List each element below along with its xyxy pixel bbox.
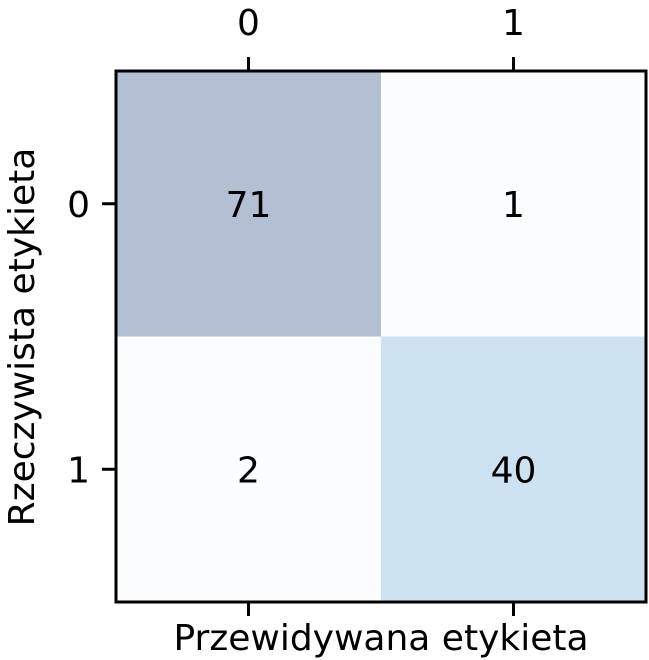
matrix-cell-r1-c1 (381, 336, 646, 602)
x-tick-label-0: 0 (237, 3, 260, 44)
matrix-cell-r0-c1 (381, 71, 646, 337)
cells-layer: 71 1 2 40 (116, 71, 646, 602)
cell-value-label-r1-c1: 40 (491, 450, 537, 491)
x-axis-label: Przewidywana etykieta (173, 618, 588, 659)
y-tick-label-1: 1 (67, 450, 90, 491)
cell-value-label-r1-c0: 2 (237, 450, 260, 491)
y-axis-label: Rzeczywista etykieta (2, 148, 43, 527)
matrix-cell-r1-c0 (116, 336, 381, 602)
matrix-cell-r0-c0 (116, 71, 381, 337)
x-tick-label-1: 1 (502, 3, 525, 44)
cell-value-label-r0-c0: 71 (226, 185, 272, 226)
y-tick-label-0: 0 (67, 185, 90, 226)
cell-value-label-r0-c1: 1 (502, 185, 525, 226)
plot-frame (114, 69, 648, 604)
ticks-layer: 0 1 0 1 (67, 3, 525, 616)
